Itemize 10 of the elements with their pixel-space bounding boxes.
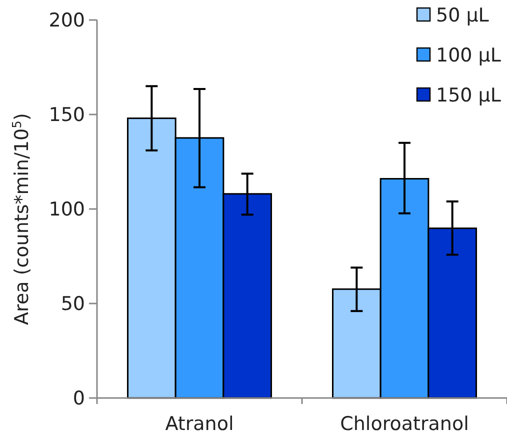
legend-label: 100 µL <box>436 44 502 67</box>
y-tick-label: 0 <box>72 388 85 410</box>
y-tick-label: 100 <box>48 198 85 221</box>
legend-label: 150 µL <box>436 84 502 107</box>
x-tick-label: Atranol <box>165 413 234 435</box>
y-tick-label: 200 <box>48 10 85 32</box>
legend-label: 50 µL <box>436 4 490 27</box>
x-tick-label: Chloroatranol <box>340 413 469 435</box>
y-tick-label: 150 <box>48 104 85 126</box>
y-tick-label: 50 <box>60 293 85 316</box>
